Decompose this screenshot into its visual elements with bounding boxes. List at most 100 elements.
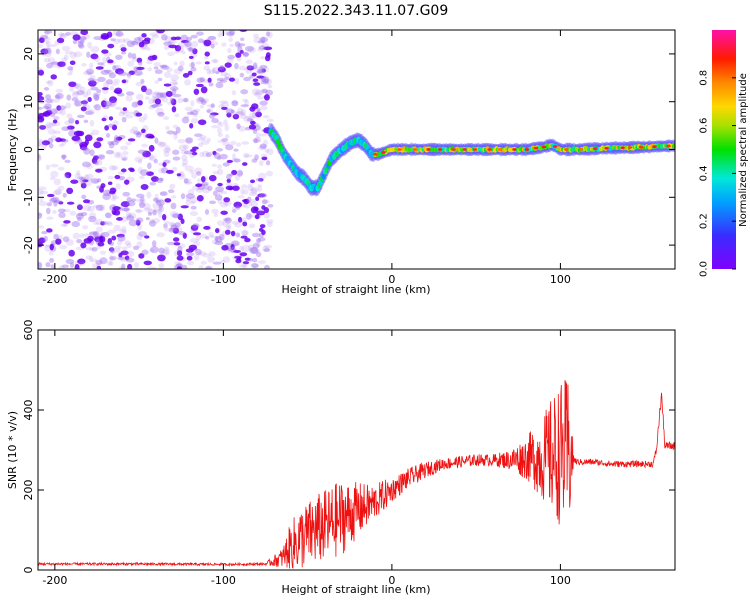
- snr-y-tick-label: 600: [22, 320, 35, 341]
- noise-blob: [208, 174, 217, 182]
- noise-blob: [170, 98, 177, 106]
- noise-blob: [251, 88, 260, 96]
- noise-blob: [223, 217, 231, 222]
- noise-blob: [188, 152, 195, 158]
- noise-blob: [219, 259, 226, 264]
- noise-blob: [39, 125, 47, 130]
- noise-blob: [247, 185, 254, 192]
- noise-blob: [251, 111, 258, 119]
- signal-peak: [372, 152, 378, 156]
- noise-blob: [38, 154, 42, 161]
- signal-peak: [397, 148, 402, 151]
- noise-blob: [87, 108, 96, 115]
- noise-blob: [141, 33, 147, 38]
- noise-blob: [241, 245, 251, 253]
- noise-blob: [64, 171, 72, 178]
- noise-blob: [175, 226, 183, 233]
- noise-blob: [162, 147, 172, 154]
- noise-blob: [130, 198, 136, 202]
- noise-blob: [101, 87, 109, 91]
- noise-blob: [39, 190, 49, 195]
- noise-blob: [197, 38, 204, 44]
- noise-blob: [38, 212, 43, 220]
- noise-blob: [83, 33, 91, 40]
- noise-blob: [149, 32, 159, 37]
- noise-blob: [147, 211, 153, 216]
- signal-peak: [578, 147, 584, 151]
- noise-blob: [100, 221, 105, 226]
- noise-blob: [261, 205, 266, 210]
- noise-blob: [267, 84, 273, 89]
- noise-blob: [216, 220, 225, 227]
- noise-blob: [190, 205, 197, 210]
- noise-blob: [243, 76, 251, 82]
- snr-y-tick-label: 0: [22, 567, 35, 574]
- noise-blob: [59, 32, 67, 40]
- colorbar-label: Normalized spectral amplitude: [738, 73, 749, 227]
- noise-blob: [48, 122, 57, 127]
- noise-blob: [157, 254, 166, 262]
- noise-blob: [38, 95, 45, 101]
- noise-blob: [237, 216, 243, 223]
- noise-blob: [82, 71, 92, 76]
- noise-blob: [246, 65, 252, 69]
- noise-blob: [123, 38, 131, 43]
- noise-blob: [259, 100, 268, 106]
- noise-blob: [115, 32, 125, 37]
- noise-blob: [107, 140, 114, 146]
- noise-blob: [251, 72, 257, 77]
- noise-blob: [222, 199, 232, 206]
- noise-blob: [81, 161, 91, 168]
- noise-blob: [148, 105, 156, 110]
- noise-blob: [69, 60, 76, 66]
- noise-blob: [128, 70, 136, 76]
- noise-blob: [113, 89, 121, 94]
- noise-blob: [255, 132, 261, 139]
- noise-blob: [219, 65, 225, 70]
- noise-blob: [127, 138, 136, 142]
- noise-blob: [138, 199, 147, 204]
- noise-blob: [126, 40, 136, 48]
- noise-blob: [180, 193, 186, 200]
- noise-blob: [168, 221, 175, 227]
- noise-blob: [245, 212, 252, 220]
- noise-blob: [163, 150, 170, 158]
- noise-blob: [147, 67, 152, 72]
- noise-blob: [153, 159, 158, 164]
- noise-blob: [246, 118, 254, 122]
- noise-blob: [115, 68, 125, 75]
- noise-blob: [181, 154, 188, 161]
- noise-blob: [137, 36, 143, 41]
- noise-blob: [121, 207, 131, 212]
- noise-blob: [90, 129, 100, 136]
- noise-blob: [188, 62, 196, 68]
- noise-blob: [161, 214, 167, 221]
- noise-blob: [38, 106, 43, 110]
- noise-blob: [243, 204, 250, 209]
- noise-blob: [160, 65, 170, 70]
- signal-peak: [512, 148, 517, 151]
- noise-blob: [195, 248, 202, 256]
- noise-blob: [267, 203, 274, 208]
- noise-blob: [199, 151, 205, 158]
- noise-blob: [196, 234, 202, 241]
- noise-blob: [112, 206, 121, 211]
- noise-blob: [154, 137, 159, 144]
- noise-blob: [45, 41, 50, 47]
- noise-blob: [160, 30, 170, 33]
- noise-blob: [172, 93, 182, 98]
- noise-blob: [213, 213, 219, 218]
- noise-blob: [53, 116, 60, 121]
- noise-blob: [131, 57, 140, 62]
- noise-blob: [100, 100, 107, 108]
- noise-blob: [94, 161, 99, 165]
- noise-blob: [151, 91, 161, 99]
- noise-blob: [224, 217, 232, 224]
- noise-blob: [242, 52, 250, 57]
- noise-blob: [265, 160, 271, 166]
- noise-blob: [72, 90, 79, 95]
- noise-blob: [107, 181, 113, 186]
- noise-blob: [76, 203, 82, 209]
- noise-blob: [41, 140, 51, 146]
- noise-blob: [256, 209, 263, 215]
